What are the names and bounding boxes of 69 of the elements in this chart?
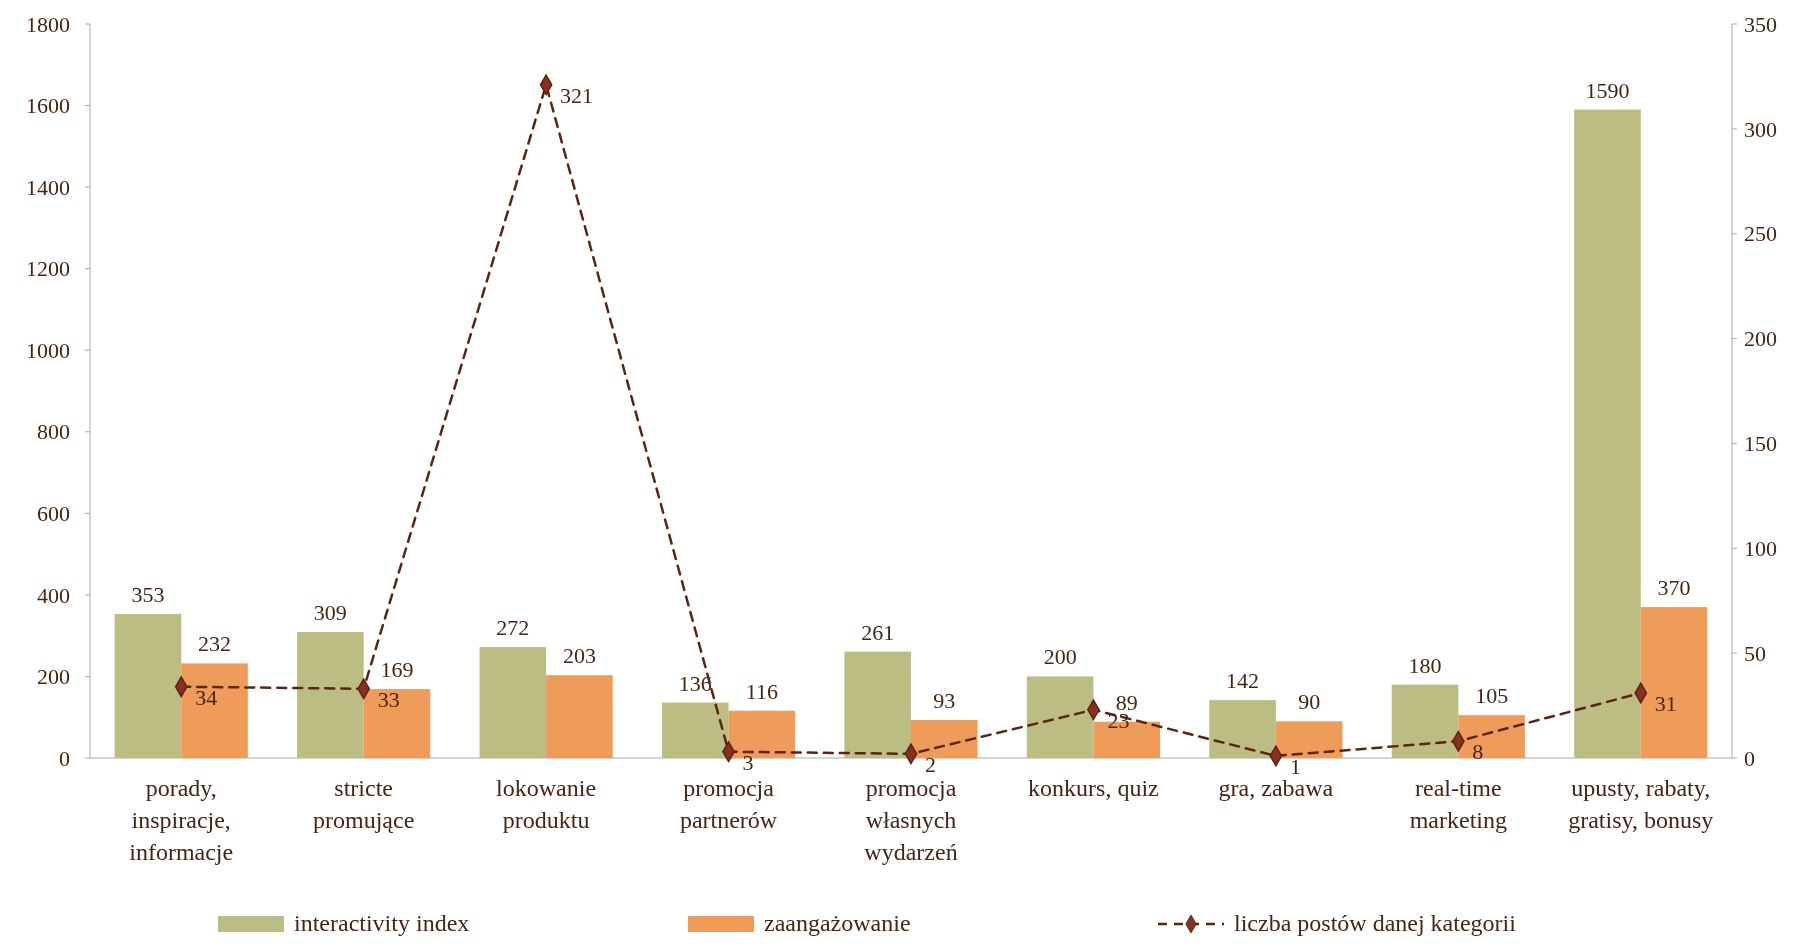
y-tick-label: 1200 xyxy=(26,256,70,282)
bar xyxy=(363,689,431,758)
y-tick-label: 1600 xyxy=(26,93,70,119)
bar xyxy=(911,720,978,758)
bar xyxy=(114,614,182,758)
y2-tick-label: 200 xyxy=(1744,326,1777,352)
data-label: 93 xyxy=(933,688,956,714)
y-tick-label: 600 xyxy=(37,501,70,527)
data-label: 353 xyxy=(131,582,165,608)
data-label: 1590 xyxy=(1585,77,1630,103)
x-tick-label: porady, inspiracje, informacje xyxy=(129,775,234,865)
data-label: 105 xyxy=(1475,683,1509,709)
bar xyxy=(1209,700,1276,758)
y-tick-label: 400 xyxy=(37,582,70,608)
y2-tick-label: 250 xyxy=(1744,221,1777,247)
bar xyxy=(297,632,364,758)
bar xyxy=(844,651,911,758)
data-label: 90 xyxy=(1298,689,1321,715)
legend-label: interactivity index xyxy=(294,910,470,936)
x-tick-label: upusty, rabaty, gratisy, bonusy xyxy=(1568,775,1714,833)
bar xyxy=(181,663,248,758)
y-tick-label: 1000 xyxy=(26,337,70,363)
data-label: 232 xyxy=(198,631,232,657)
y-tick-label: 0 xyxy=(59,745,70,771)
x-tick-label: konkurs, quiz xyxy=(1028,775,1159,801)
bar xyxy=(479,647,547,758)
x-tick-label: real-time marketing xyxy=(1409,775,1507,833)
data-label: 31 xyxy=(1654,690,1677,716)
bar xyxy=(1026,676,1094,758)
bar xyxy=(1458,715,1525,758)
data-label: 2 xyxy=(925,751,936,777)
data-label: 116 xyxy=(745,678,778,704)
data-label: 203 xyxy=(562,643,596,669)
legend-label: liczba postów danej kategorii xyxy=(1234,910,1517,936)
bar xyxy=(1640,607,1708,758)
x-tick-label: promocja własnych wydarzeń xyxy=(864,775,958,865)
y-tick-label: 200 xyxy=(37,664,70,690)
bar xyxy=(661,702,729,758)
x-tick-label: stricte promujące xyxy=(313,775,415,833)
data-label: 200 xyxy=(1043,644,1077,670)
y2-tick-label: 300 xyxy=(1744,116,1777,142)
data-label: 180 xyxy=(1408,652,1442,678)
legend-label: zaangażowanie xyxy=(764,910,911,936)
data-label: 272 xyxy=(496,615,530,641)
data-label: 34 xyxy=(195,684,218,710)
y-tick-label: 800 xyxy=(37,419,70,445)
y2-tick-label: 50 xyxy=(1744,640,1766,666)
y2-tick-label: 100 xyxy=(1744,535,1777,561)
data-label: 321 xyxy=(560,82,594,108)
y2-tick-label: 0 xyxy=(1744,745,1755,771)
bar xyxy=(1574,109,1641,758)
data-label: 169 xyxy=(380,657,414,683)
y-tick-label: 1400 xyxy=(26,174,70,200)
data-label: 136 xyxy=(678,670,712,696)
bar xyxy=(1391,684,1459,758)
x-tick-label: promocja partnerów xyxy=(679,775,778,833)
y2-tick-label: 350 xyxy=(1744,11,1777,37)
y-tick-label: 1800 xyxy=(26,11,70,37)
data-label: 370 xyxy=(1657,575,1691,601)
x-tick-label: lokowanie produktu xyxy=(496,775,597,833)
y2-tick-label: 150 xyxy=(1744,431,1777,457)
data-label: 8 xyxy=(1472,739,1484,765)
data-label: 261 xyxy=(861,619,895,645)
data-label: 142 xyxy=(1226,668,1260,694)
bar xyxy=(1275,721,1343,758)
data-label: 33 xyxy=(377,686,400,712)
data-label: 309 xyxy=(313,600,347,625)
bar xyxy=(546,675,613,758)
bar xyxy=(728,710,796,758)
